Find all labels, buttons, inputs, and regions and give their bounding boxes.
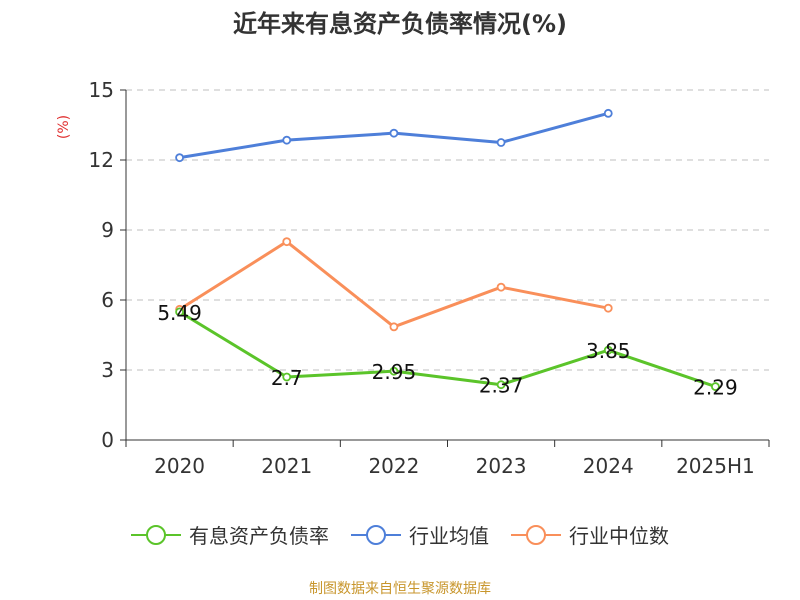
series-point bbox=[603, 345, 613, 355]
x-tick-label: 2024 bbox=[583, 454, 634, 478]
legend: 有息资产负债率 行业均值 行业中位数 bbox=[0, 520, 800, 549]
y-tick-label: 12 bbox=[89, 148, 114, 172]
series-point bbox=[496, 138, 506, 147]
series-point bbox=[496, 282, 506, 292]
series-line bbox=[178, 310, 716, 388]
legend-label-interest-debt-ratio: 有息资产负债率 bbox=[189, 524, 329, 548]
series-point bbox=[603, 108, 613, 118]
legend-label-industry-median: 行业中位数 bbox=[569, 524, 669, 548]
series-line bbox=[178, 240, 609, 329]
x-tick-label: 2025H1 bbox=[676, 454, 755, 478]
y-tick-label: 6 bbox=[101, 288, 114, 312]
series-point bbox=[175, 153, 184, 163]
legend-item-industry-average[interactable]: 行业均值 bbox=[351, 520, 489, 549]
data-label: 2.29 bbox=[693, 376, 738, 400]
data-label: 5.49 bbox=[157, 301, 202, 325]
legend-swatch-industry-average bbox=[351, 524, 401, 546]
series-point bbox=[389, 366, 399, 376]
series-point bbox=[389, 128, 399, 138]
series-point bbox=[496, 380, 506, 390]
data-label: 3.85 bbox=[586, 339, 631, 363]
y-axis-label: (%) bbox=[56, 115, 72, 139]
chart-title: 近年来有息资产负债率情况(%) bbox=[233, 10, 567, 38]
data-label: 2.7 bbox=[271, 366, 303, 390]
source-note: 制图数据来自恒生聚源数据库 bbox=[309, 581, 491, 597]
legend-swatch-industry-median bbox=[511, 524, 561, 546]
x-tick-label: 2021 bbox=[261, 454, 312, 478]
series-point bbox=[282, 135, 292, 145]
data-label: 2.37 bbox=[479, 374, 524, 398]
data-labels: 5.49 2.7 2.95 2.37 3.85 2.29 bbox=[157, 301, 737, 400]
y-tick-label: 15 bbox=[89, 78, 114, 102]
grid-lines bbox=[126, 89, 769, 371]
series-point bbox=[282, 237, 292, 247]
legend-label-industry-average: 行业均值 bbox=[409, 524, 489, 548]
axes: 0 3 6 9 12 15 2020 2021 2022 2023 2024 2025H1 (%) bbox=[56, 78, 770, 478]
legend-item-interest-debt-ratio[interactable]: 有息资产负债率 bbox=[131, 520, 329, 549]
y-tick-label: 0 bbox=[101, 428, 114, 452]
y-tick-label: 3 bbox=[101, 358, 114, 382]
legend-swatch-interest-debt-ratio bbox=[131, 524, 181, 546]
series-point bbox=[603, 303, 613, 313]
x-tick-label: 2023 bbox=[476, 454, 527, 478]
y-tick-label: 9 bbox=[101, 218, 114, 242]
x-tick-label: 2020 bbox=[154, 454, 205, 478]
series bbox=[175, 108, 720, 391]
x-tick-label: 2022 bbox=[368, 454, 419, 478]
series-point bbox=[711, 382, 720, 391]
legend-item-industry-median[interactable]: 行业中位数 bbox=[511, 520, 669, 549]
series-point bbox=[175, 307, 184, 317]
data-label: 2.95 bbox=[372, 360, 417, 384]
series-point bbox=[282, 372, 292, 382]
series-point bbox=[389, 322, 399, 332]
